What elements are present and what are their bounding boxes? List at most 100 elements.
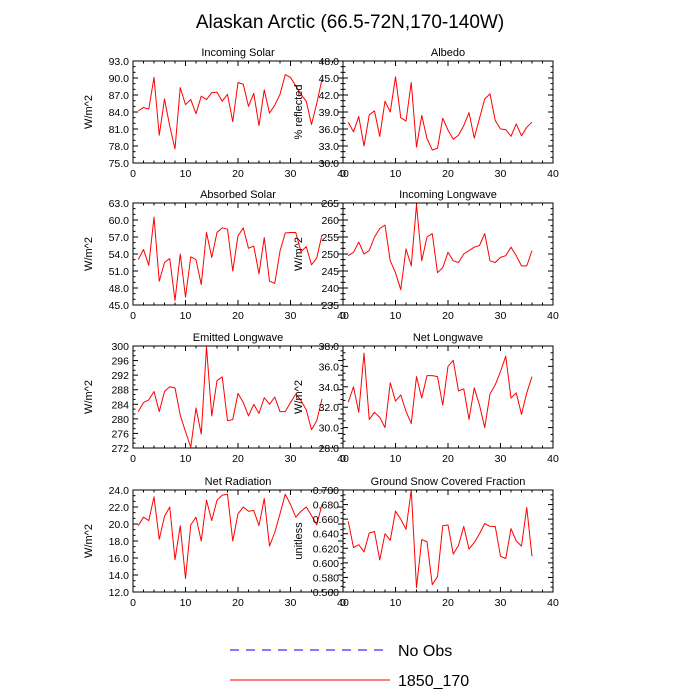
x-tick-label: 30 [285, 168, 297, 180]
y-tick-label: 22.0 [109, 502, 130, 514]
y-tick-label: 0.660 [313, 514, 339, 526]
y-tick-label: 75.0 [109, 158, 130, 170]
x-tick-label: 30 [285, 453, 297, 465]
x-tick-label: 40 [337, 453, 349, 465]
x-tick-label: 20 [232, 597, 244, 609]
y-tick-label: 30.0 [319, 158, 340, 170]
y-tick-label: 288 [111, 385, 129, 397]
x-tick-label: 20 [232, 310, 244, 322]
y-tick-label: 296 [111, 356, 129, 368]
y-tick-label: 54.0 [109, 249, 130, 261]
x-tick-label: 40 [337, 168, 349, 180]
y-tick-label: 93.0 [109, 56, 130, 68]
x-tick-label: 30 [285, 597, 297, 609]
x-tick-label: 10 [180, 597, 192, 609]
y-tick-label: 240 [321, 283, 339, 295]
y-tick-label: 255 [321, 232, 339, 244]
x-tick-label: 30 [285, 310, 297, 322]
plot-frame [132, 489, 344, 593]
y-tick-label: 30.0 [319, 423, 340, 435]
y-tick-label: 33.0 [319, 141, 340, 153]
legend-label-no-obs: No Obs [398, 643, 452, 660]
plot-frame [132, 345, 344, 449]
y-tick-label: 60.0 [109, 215, 130, 227]
y-tick-label: 16.0 [109, 553, 130, 565]
y-axis-label: W/m^2 [293, 380, 305, 414]
y-tick-label: 0.620 [313, 543, 339, 555]
y-tick-label: 245 [321, 266, 339, 278]
x-tick-label: 10 [390, 597, 402, 609]
y-tick-label: 36.0 [319, 361, 340, 373]
x-tick-label: 10 [390, 453, 402, 465]
figure-title: Alaskan Arctic (66.5-72N,170-140W) [196, 12, 504, 33]
x-tick-label: 20 [442, 168, 454, 180]
y-tick-label: 28.0 [319, 443, 340, 455]
x-tick-label: 10 [390, 168, 402, 180]
y-tick-label: 81.0 [109, 124, 130, 136]
x-tick-label: 40 [547, 310, 559, 322]
x-tick-label: 20 [232, 168, 244, 180]
y-tick-label: 0.580 [313, 572, 339, 584]
y-tick-label: 0.680 [313, 500, 339, 512]
series-line-1850-170 [137, 74, 323, 150]
y-tick-label: 276 [111, 428, 129, 440]
y-tick-label: 300 [111, 341, 129, 353]
x-tick-label: 20 [442, 597, 454, 609]
y-tick-label: 292 [111, 370, 129, 382]
series-line-1850-170 [137, 493, 323, 579]
panel-net-radiation: Net Radiation W/m^2 0 10 20 30 40 12.0 14.0 16.0 1… [83, 476, 349, 609]
panel-emitted-longwave: Emitted Longwave W/m^2 0 10 20 30 40 272 276 280 2… [83, 332, 349, 465]
plot-frame [342, 202, 554, 306]
y-axis-label: W/m^2 [293, 237, 305, 271]
y-tick-label: 84.0 [109, 107, 130, 119]
panel-title: Ground Snow Covered Fraction [371, 476, 526, 488]
y-tick-label: 90.0 [109, 73, 130, 85]
y-tick-label: 24.0 [109, 485, 130, 497]
plot-frame [342, 60, 554, 164]
y-tick-label: 0.640 [313, 529, 339, 541]
y-tick-label: 42.0 [319, 90, 340, 102]
y-tick-label: 265 [321, 198, 339, 210]
x-tick-label: 0 [130, 310, 136, 322]
x-tick-label: 30 [495, 453, 507, 465]
plot-frame [132, 202, 344, 306]
plot-frame [342, 489, 554, 593]
y-tick-label: 12.0 [109, 587, 130, 599]
y-tick-label: 45.0 [319, 73, 340, 85]
panel-title: Net Radiation [205, 476, 272, 488]
panel-title: Incoming Longwave [399, 189, 497, 201]
x-tick-label: 20 [442, 453, 454, 465]
x-tick-label: 40 [547, 453, 559, 465]
y-tick-label: 0.700 [313, 485, 339, 497]
legend-label-1850-170: 1850_170 [398, 673, 469, 690]
panel-title: Absorbed Solar [200, 189, 276, 201]
y-tick-label: 20.0 [109, 519, 130, 531]
y-tick-label: 260 [321, 215, 339, 227]
x-tick-label: 0 [340, 453, 346, 465]
x-tick-label: 10 [390, 310, 402, 322]
x-tick-label: 30 [495, 310, 507, 322]
y-axis-label: W/m^2 [83, 237, 95, 271]
x-tick-label: 0 [340, 168, 346, 180]
y-tick-label: 14.0 [109, 570, 130, 582]
y-tick-label: 18.0 [109, 536, 130, 548]
series-line-1850-170 [347, 352, 533, 429]
x-tick-label: 40 [547, 168, 559, 180]
panels: Incoming Solar W/m^2 0 10 20 30 40 75.0 78.0 81.0… [83, 47, 559, 609]
series-line-1850-170 [347, 204, 533, 291]
panel-title: Emitted Longwave [193, 332, 284, 344]
x-tick-label: 40 [337, 597, 349, 609]
x-tick-label: 30 [495, 597, 507, 609]
y-tick-label: 63.0 [109, 198, 130, 210]
y-tick-label: 36.0 [319, 124, 340, 136]
panel-ground-snow-covered-fraction: Ground Snow Covered Fraction unitless 0 10 2… [293, 476, 559, 609]
x-tick-label: 0 [340, 597, 346, 609]
y-axis-label: W/m^2 [83, 380, 95, 414]
y-tick-label: 0.600 [313, 558, 339, 570]
y-tick-label: 235 [321, 300, 339, 312]
x-tick-label: 20 [442, 310, 454, 322]
series-line-1850-170 [137, 346, 323, 448]
